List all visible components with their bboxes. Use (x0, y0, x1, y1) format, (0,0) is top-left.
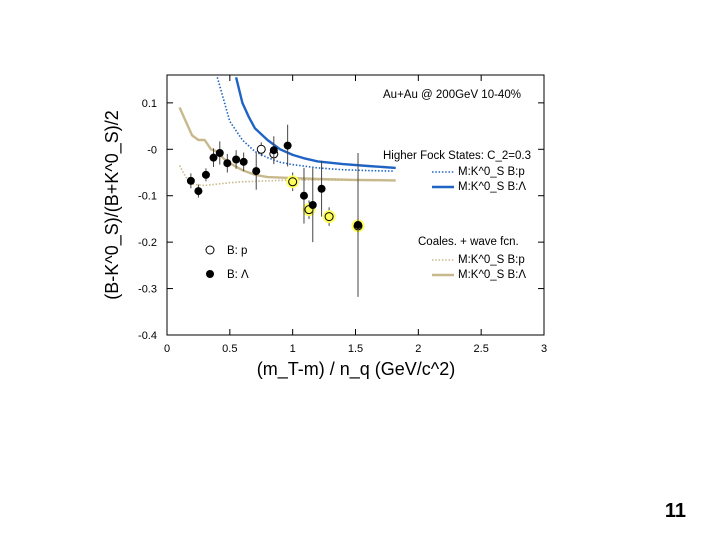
y-axis-title: (B-K^0_S)/(B+K^0_S)/2 (102, 110, 123, 299)
marker-filled (186, 176, 195, 185)
point-b-lambda (201, 168, 210, 182)
y-tick-label: 0.1 (142, 98, 157, 110)
point-b-lambda (354, 153, 363, 297)
y-tick-label: -0.2 (138, 237, 157, 249)
marker-open (324, 212, 334, 222)
point-b-lambda (317, 160, 326, 217)
point-b-lambda (283, 124, 292, 167)
point-b-lambda (239, 152, 248, 172)
legend-label-bp: B: p (227, 245, 247, 257)
y-tick-label: -0.1 (138, 191, 157, 203)
marker-filled (269, 146, 278, 155)
legend-label-fock-lambda: M:K^0_S B:Λ (458, 181, 526, 193)
point-b-lambda (269, 136, 278, 165)
legend-group-higher-fock: Higher Fock States: C_2=0.3 (383, 150, 531, 162)
x-tick-label: 0 (164, 343, 170, 355)
point-b-lambda (194, 184, 203, 198)
legend-label-blambda: B: Λ (227, 269, 249, 281)
legend-label-coales-lambda: M:K^0_S B:Λ (458, 269, 526, 281)
point-b-lambda (252, 152, 261, 190)
x-axis-title: (m_T-m) / n_q (GeV/c^2) (257, 359, 455, 380)
marker-filled (232, 155, 241, 164)
point-b-lambda (209, 148, 218, 167)
marker-filled (223, 159, 232, 168)
marker-filled (209, 153, 218, 162)
point-b-p (256, 142, 266, 157)
data-points (186, 124, 365, 297)
model-curve (216, 77, 394, 172)
marker-filled (283, 141, 292, 150)
legend-marker-filled (206, 270, 214, 278)
y-tick-label: -0.3 (138, 284, 157, 296)
marker-filled (194, 187, 203, 196)
legend-group-coales: Coales. + wave fcn. (418, 236, 519, 248)
x-tick-label: 0.5 (222, 343, 237, 355)
x-tick-label: 2.5 (474, 343, 489, 355)
marker-filled (317, 184, 326, 193)
axis-ticks: 0 0.5 1 1.5 2 2.5 3 0.1 -0 -0.1 -0.2 -0.3 -0.4 (138, 75, 547, 355)
marker-filled (239, 157, 248, 166)
x-tick-label: 3 (541, 343, 547, 355)
point-b-lambda (215, 141, 224, 165)
x-tick-label: 1.5 (348, 343, 363, 355)
marker-filled (252, 167, 261, 176)
point-b-lambda (299, 167, 308, 224)
legend-label-coales-p: M:K^0_S B:p (458, 254, 525, 266)
plot-frame (166, 74, 545, 336)
marker-open (288, 177, 298, 187)
marker-filled (201, 170, 210, 179)
legend-marker-open (205, 245, 215, 255)
x-tick-label: 1 (290, 343, 296, 355)
y-tick-label: -0 (147, 144, 157, 156)
annotation-text: Au+Au @ 200GeV 10-40% (383, 89, 521, 101)
model-curve (234, 77, 396, 170)
point-b-p (286, 172, 300, 192)
marker-filled (299, 191, 308, 200)
point-b-lambda (232, 150, 241, 169)
slide-number: 11 (664, 500, 686, 522)
x-tick-label: 2 (415, 343, 421, 355)
point-b-lambda (186, 173, 195, 189)
marker-filled (215, 149, 224, 157)
point-b-p (322, 207, 336, 226)
point-b-lambda (308, 167, 317, 243)
marker-filled (354, 220, 363, 229)
point-b-lambda (223, 153, 232, 173)
marker-filled (308, 201, 317, 209)
legend-label-fock-p: M:K^0_S B:p (458, 166, 525, 178)
y-tick-label: -0.4 (138, 330, 157, 342)
marker-open (256, 144, 266, 154)
